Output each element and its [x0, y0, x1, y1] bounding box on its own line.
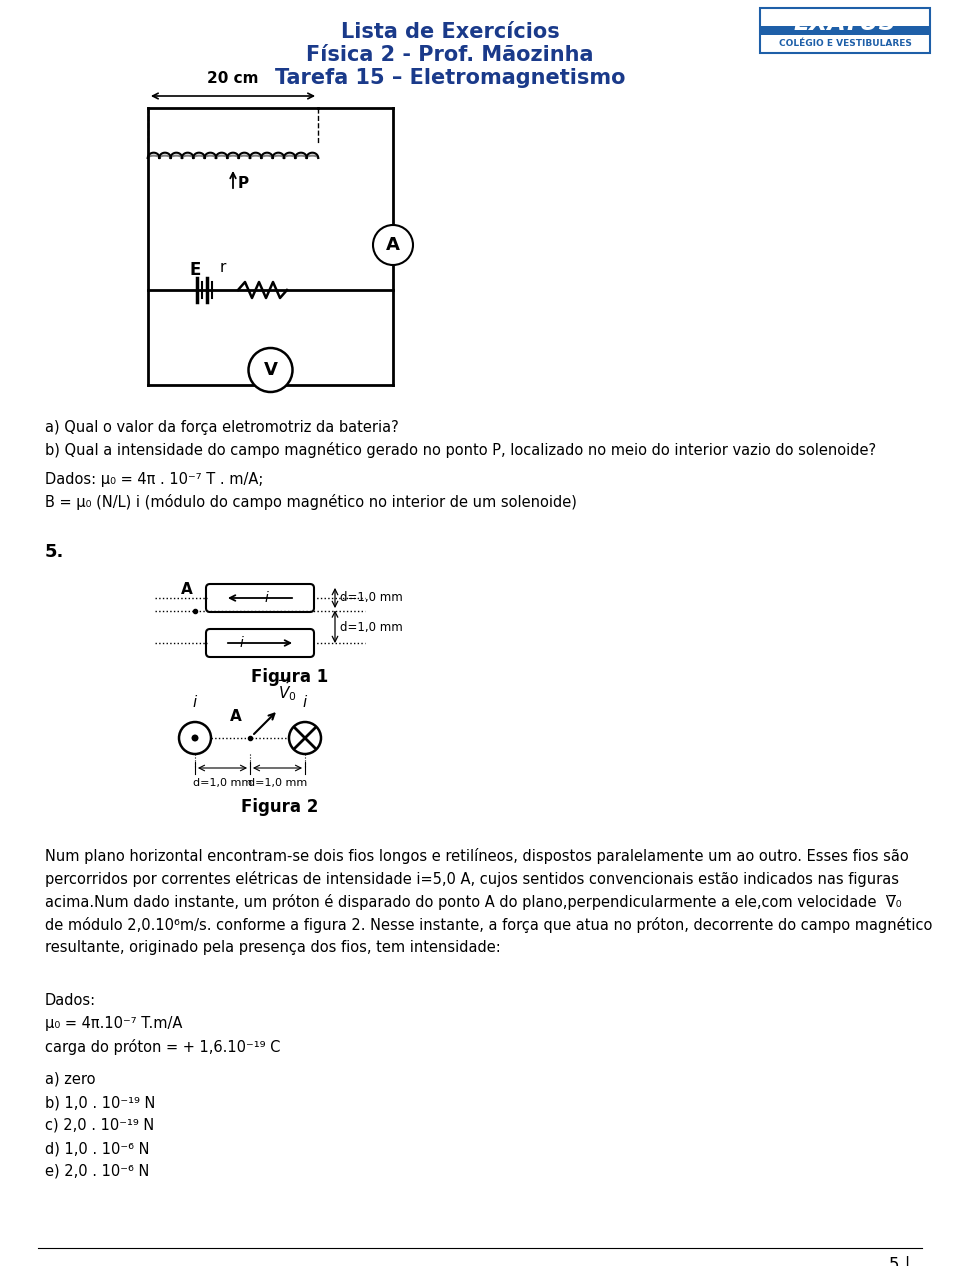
Text: COLÉGIO E VESTIBULARES: COLÉGIO E VESTIBULARES — [779, 39, 911, 48]
Text: d) 1,0 . 10⁻⁶ N: d) 1,0 . 10⁻⁶ N — [45, 1141, 150, 1156]
Text: 20 cm: 20 cm — [207, 71, 259, 86]
Text: resultante, originado pela presença dos fios, tem intensidade:: resultante, originado pela presença dos … — [45, 939, 501, 955]
Text: d=1,0 mm: d=1,0 mm — [248, 779, 307, 787]
Circle shape — [373, 225, 413, 265]
Text: V: V — [264, 361, 277, 379]
Text: μ₀ = 4π.10⁻⁷ T.m/A: μ₀ = 4π.10⁻⁷ T.m/A — [45, 1017, 182, 1031]
Circle shape — [249, 348, 293, 392]
Text: A: A — [386, 235, 400, 254]
Text: d=1,0 mm: d=1,0 mm — [193, 779, 252, 787]
Text: c) 2,0 . 10⁻¹⁹ N: c) 2,0 . 10⁻¹⁹ N — [45, 1118, 155, 1133]
Text: de módulo 2,0.10⁶m/s. conforme a figura 2. Nesse instante, a força que atua no p: de módulo 2,0.10⁶m/s. conforme a figura … — [45, 917, 932, 933]
Text: d=1,0 mm: d=1,0 mm — [340, 620, 403, 633]
Bar — [760, 27, 930, 53]
Text: $\overrightarrow{V}_0$: $\overrightarrow{V}_0$ — [278, 676, 297, 703]
Text: i: i — [265, 591, 269, 605]
Text: Num plano horizontal encontram-se dois fios longos e retilíneos, dispostos paral: Num plano horizontal encontram-se dois f… — [45, 848, 909, 863]
Text: Lista de Exercícios: Lista de Exercícios — [341, 22, 560, 42]
Text: carga do próton = + 1,6.10⁻¹⁹ C: carga do próton = + 1,6.10⁻¹⁹ C — [45, 1039, 280, 1055]
Text: E: E — [189, 261, 201, 279]
Circle shape — [289, 722, 321, 755]
Text: A: A — [181, 581, 193, 596]
Text: e) 2,0 . 10⁻⁶ N: e) 2,0 . 10⁻⁶ N — [45, 1163, 150, 1179]
Circle shape — [179, 722, 211, 755]
Text: i: i — [240, 636, 244, 649]
Text: 5.: 5. — [45, 543, 64, 561]
Text: r: r — [220, 261, 227, 276]
Text: Dados: μ₀ = 4π . 10⁻⁷ T . m/A;: Dados: μ₀ = 4π . 10⁻⁷ T . m/A; — [45, 472, 263, 487]
FancyBboxPatch shape — [206, 584, 314, 611]
Text: percorridos por correntes elétricas de intensidade i=5,0 A, cujos sentidos conve: percorridos por correntes elétricas de i… — [45, 871, 899, 887]
Text: i: i — [193, 695, 197, 710]
Text: EXATUS: EXATUS — [794, 10, 897, 34]
Text: Tarefa 15 – Eletromagnetismo: Tarefa 15 – Eletromagnetismo — [275, 68, 625, 89]
Text: acima.Num dado instante, um próton é disparado do ponto A do plano,perpendicular: acima.Num dado instante, um próton é dis… — [45, 894, 901, 910]
Text: b) 1,0 . 10⁻¹⁹ N: b) 1,0 . 10⁻¹⁹ N — [45, 1095, 156, 1110]
Bar — [760, 8, 930, 53]
Text: A: A — [230, 709, 242, 724]
Text: P: P — [238, 176, 250, 190]
Text: b) Qual a intensidade do campo magnético gerado no ponto P, localizado no meio d: b) Qual a intensidade do campo magnético… — [45, 442, 876, 458]
Text: a) Qual o valor da força eletromotriz da bateria?: a) Qual o valor da força eletromotriz da… — [45, 420, 398, 436]
Bar — [760, 35, 930, 53]
Text: Dados:: Dados: — [45, 993, 96, 1008]
Text: Física 2 - Prof. Mãozinha: Física 2 - Prof. Mãozinha — [306, 46, 593, 65]
Text: Figura 1: Figura 1 — [252, 668, 328, 686]
Text: a) zero: a) zero — [45, 1072, 95, 1087]
Text: i: i — [302, 695, 307, 710]
Text: B = μ₀ (N/L) i (módulo do campo magnético no interior de um solenoide): B = μ₀ (N/L) i (módulo do campo magnétic… — [45, 494, 577, 510]
Text: Figura 2: Figura 2 — [241, 798, 319, 817]
Text: 5 |: 5 | — [889, 1256, 910, 1266]
Circle shape — [191, 734, 199, 742]
FancyBboxPatch shape — [206, 629, 314, 657]
Text: d=1,0 mm: d=1,0 mm — [340, 591, 403, 604]
